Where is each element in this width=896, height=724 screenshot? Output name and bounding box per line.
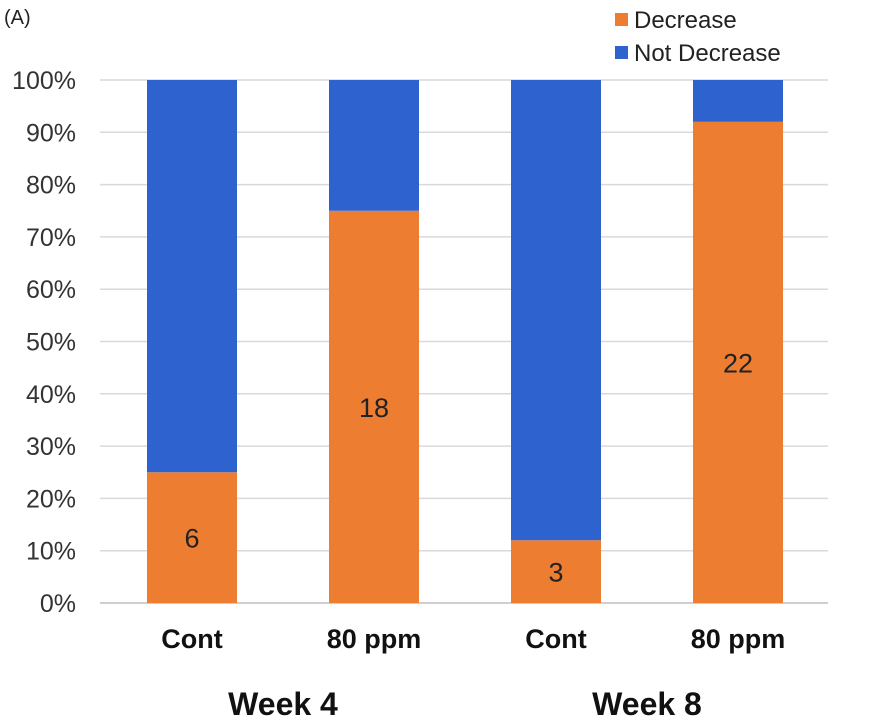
legend: Decrease Not Decrease (615, 7, 781, 67)
bar-decrease (329, 210, 419, 603)
y-tick-label: 50% (26, 329, 76, 357)
data-labels: 6 18 3 22 (184, 348, 753, 587)
x-category-label: 80 ppm (691, 624, 786, 654)
y-tick-label: 70% (26, 224, 76, 252)
y-tick-label: 0% (40, 590, 76, 618)
x-group-label: Week 8 (592, 686, 702, 722)
y-axis-ticks: 0% 10% 20% 30% 40% 50% 60% 70% 80% 90% 100% (12, 67, 76, 618)
panel-label: (A) (4, 7, 31, 29)
x-category-label: Cont (161, 624, 222, 654)
y-tick-label: 30% (26, 433, 76, 461)
legend-swatch-decrease (615, 13, 628, 26)
y-tick-label: 10% (26, 538, 76, 566)
legend-swatch-not-decrease (615, 46, 628, 59)
y-tick-label: 60% (26, 276, 76, 304)
x-axis-categories: Cont 80 ppm Cont 80 ppm (161, 624, 785, 654)
bar-not-decrease (511, 80, 601, 541)
x-category-label: 80 ppm (327, 624, 422, 654)
x-group-label: Week 4 (228, 686, 338, 722)
bar-not-decrease (329, 80, 419, 211)
y-tick-label: 100% (12, 67, 76, 95)
bars (147, 80, 783, 603)
data-label: 18 (359, 393, 389, 423)
data-label: 22 (723, 348, 753, 378)
bar-decrease (147, 472, 237, 603)
x-axis-groups: Week 4 Week 8 (228, 686, 702, 722)
y-tick-label: 40% (26, 381, 76, 409)
legend-label-not-decrease: Not Decrease (634, 40, 781, 67)
data-label: 6 (184, 524, 199, 554)
bar-not-decrease (147, 80, 237, 473)
bar-decrease (693, 121, 783, 603)
x-category-label: Cont (525, 624, 586, 654)
bar-decrease (511, 540, 601, 603)
data-label: 3 (548, 558, 563, 588)
legend-label-decrease: Decrease (634, 7, 737, 34)
y-tick-label: 20% (26, 485, 76, 513)
y-tick-label: 90% (26, 119, 76, 147)
bar-not-decrease (693, 80, 783, 122)
y-tick-label: 80% (26, 172, 76, 200)
